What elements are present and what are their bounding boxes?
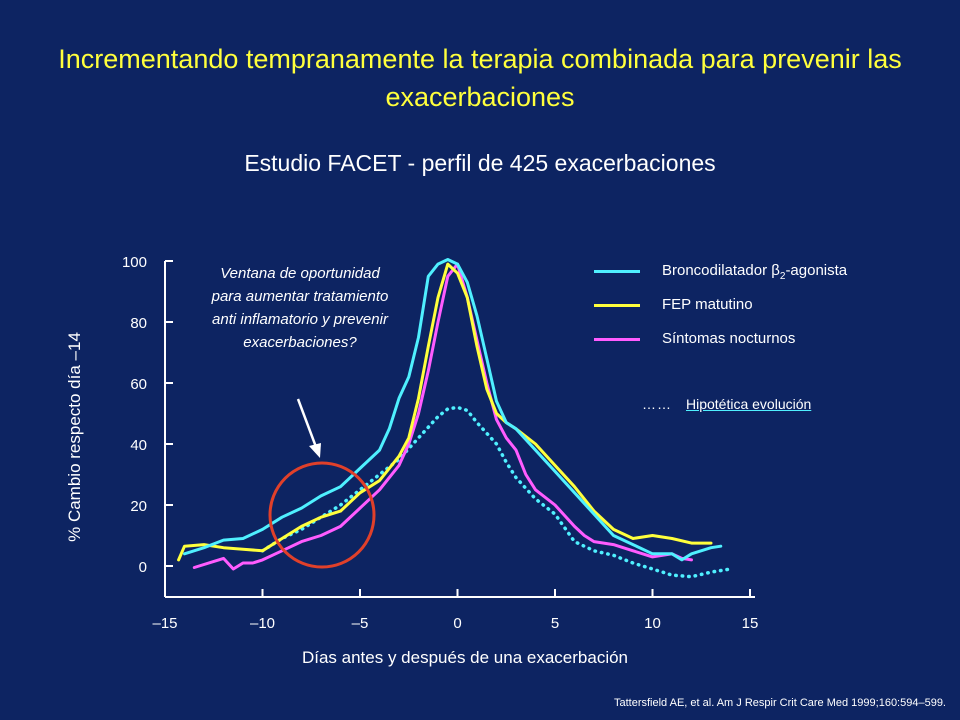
legend-item-hipotetica: …… Hipotética evolución xyxy=(642,396,811,412)
y-tick-label: 20 xyxy=(130,498,147,515)
x-tick-label: 5 xyxy=(551,615,559,632)
x-axis-label: Días antes y después de una exacerbación xyxy=(302,648,628,667)
legend-label-hipotetica: Hipotética evolución xyxy=(686,396,812,412)
legend-label-sintomas: Síntomas nocturnos xyxy=(662,330,796,347)
series-line-fep xyxy=(177,262,713,562)
chart-overlay xyxy=(268,398,376,569)
chart-axes: 0 20 40 60 80 100 –15 –10 –5 0 5 10 15 Días antes y d… xyxy=(65,254,758,667)
y-tick-label: 80 xyxy=(130,315,147,332)
x-tick-label: 0 xyxy=(453,615,461,632)
annotation-arrow-shaft xyxy=(296,398,318,448)
legend-label-broncodilatador: Broncodilatador β2-agonista xyxy=(662,262,848,282)
x-tick-label: –5 xyxy=(352,615,369,632)
y-tick-label: 40 xyxy=(130,437,147,454)
legend-swatch-yellow xyxy=(594,304,640,307)
x-tick-label: –10 xyxy=(250,615,275,632)
x-tick-label: 15 xyxy=(742,615,759,632)
y-axis-label: % Cambio respecto día –14 xyxy=(65,332,84,542)
y-tick-label: 60 xyxy=(130,376,147,393)
y-tick-label: 100 xyxy=(122,254,147,271)
annotation-text: Ventana de oportunidad para aumentar tra… xyxy=(211,265,389,351)
series-line-hipotetica xyxy=(260,405,733,579)
legend-label-fep: FEP matutino xyxy=(662,296,753,313)
chart-series xyxy=(177,258,733,579)
annotation-arrow-head xyxy=(309,443,321,458)
legend-dots: …… xyxy=(642,396,672,412)
slide-subtitle: Estudio FACET - perfil de 425 exacerbaci… xyxy=(244,150,716,176)
highlight-circle xyxy=(268,461,376,569)
x-tick-label: 10 xyxy=(644,615,661,632)
y-tick-label: 0 xyxy=(139,559,147,576)
citation: Tattersfield AE, et al. Am J Respir Crit… xyxy=(613,697,946,709)
slide-title: Incrementando tempranamente la terapia c… xyxy=(58,44,902,112)
x-tick-label: –15 xyxy=(152,615,177,632)
legend-swatch-magenta xyxy=(594,338,640,341)
series-line-broncodilatador xyxy=(183,258,723,562)
legend-swatch-cyan xyxy=(594,270,640,273)
